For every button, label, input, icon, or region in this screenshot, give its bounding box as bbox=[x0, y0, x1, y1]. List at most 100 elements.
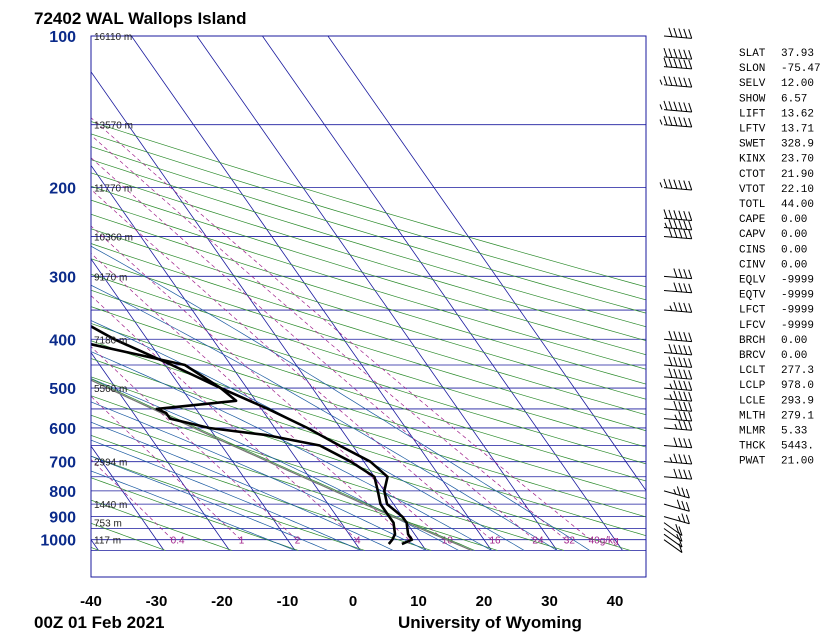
wind-barb-flag bbox=[676, 499, 681, 509]
index-value-lftv: 13.71 bbox=[781, 124, 814, 136]
wind-barb-flag bbox=[688, 220, 693, 231]
wind-barb bbox=[663, 420, 693, 431]
wind-barb-flag bbox=[688, 469, 693, 480]
index-label-lfct: LFCT bbox=[739, 305, 766, 317]
moist-adiabat-line bbox=[91, 401, 427, 551]
index-label-lclt: LCLT bbox=[739, 365, 766, 377]
wind-barb-flag bbox=[668, 219, 673, 229]
wind-barb-half-flag bbox=[659, 182, 663, 188]
wind-barb-staff bbox=[663, 275, 692, 280]
wind-barb-flag bbox=[678, 369, 683, 379]
wind-barb-flag bbox=[683, 369, 688, 379]
wind-barb-flag bbox=[668, 48, 673, 58]
wind-barb-staff bbox=[663, 109, 692, 113]
dry-adiabat-line bbox=[91, 121, 646, 288]
wind-barb-flag bbox=[668, 356, 673, 366]
wind-barb-half-flag bbox=[674, 414, 678, 420]
pressure-tick-label: 900 bbox=[49, 510, 76, 527]
wind-barb-flag bbox=[683, 59, 688, 69]
wind-barb-flag bbox=[683, 420, 688, 431]
wind-barb-flag bbox=[678, 219, 683, 230]
index-value-pwat: 21.00 bbox=[781, 456, 814, 468]
wind-barb-staff bbox=[663, 528, 683, 542]
wind-barb bbox=[663, 468, 693, 480]
wind-barb-flag bbox=[678, 344, 683, 355]
wind-barb-staff bbox=[663, 217, 692, 222]
index-value-kinx: 23.70 bbox=[781, 154, 814, 166]
wind-barb-flag bbox=[678, 437, 683, 448]
moist-adiabat-line bbox=[91, 470, 296, 551]
wind-barb-flag bbox=[668, 101, 673, 111]
wind-barb-flag bbox=[683, 411, 688, 421]
index-value-capv: 0.00 bbox=[781, 229, 807, 241]
dry-adiabat-line bbox=[91, 258, 646, 432]
height-label: 16110 m bbox=[94, 32, 132, 43]
dry-adiabat-line bbox=[91, 185, 646, 356]
wind-barb-flag bbox=[673, 368, 678, 379]
moist-adiabat-line bbox=[91, 320, 525, 551]
wind-barb-flag bbox=[663, 178, 668, 189]
wind-barb bbox=[659, 75, 693, 88]
wind-barb-flag bbox=[678, 101, 683, 112]
isotherm-line bbox=[91, 351, 230, 551]
index-label-swet: SWET bbox=[739, 139, 766, 151]
wind-barb-flag bbox=[673, 468, 678, 479]
wind-barb-flag bbox=[673, 331, 678, 341]
wind-barb bbox=[663, 57, 693, 70]
index-label-mlth: MLTH bbox=[739, 410, 765, 422]
index-label-lift: LIFT bbox=[739, 108, 766, 120]
wind-barb bbox=[663, 282, 693, 294]
index-label-cinv: CINV bbox=[739, 259, 766, 271]
isotherm-line bbox=[131, 36, 492, 551]
pressure-tick-label: 700 bbox=[49, 455, 76, 472]
wind-barb bbox=[663, 486, 690, 499]
index-value-ctot: 21.90 bbox=[781, 169, 814, 181]
wind-barb-flag bbox=[688, 283, 693, 293]
wind-barb-flag bbox=[678, 380, 683, 390]
height-label: 9170 m bbox=[94, 272, 127, 283]
index-label-cins: CINS bbox=[739, 244, 766, 256]
wind-barb bbox=[663, 539, 683, 553]
mixing-ratio-label: 16 bbox=[489, 536, 501, 547]
wind-barb-flag bbox=[683, 49, 688, 59]
pressure-tick-label: 500 bbox=[49, 381, 76, 398]
wind-barb-staff bbox=[663, 398, 692, 402]
wind-barb-flag bbox=[678, 454, 683, 464]
wind-barb-half-flag bbox=[676, 533, 680, 540]
height-label: 13570 m bbox=[94, 121, 133, 132]
wind-barb-half-flag bbox=[674, 423, 678, 430]
dry-adiabat-line bbox=[91, 499, 232, 551]
height-label: 753 m bbox=[94, 519, 122, 530]
temperature-tick-label: -10 bbox=[277, 593, 299, 610]
wind-barb-staff bbox=[663, 427, 692, 431]
wind-barb-flag bbox=[688, 421, 693, 431]
wind-barb-flag bbox=[673, 437, 678, 447]
dry-adiabat-line bbox=[91, 323, 646, 500]
height-label: 7180 m bbox=[94, 335, 127, 346]
mixing-ratio-line bbox=[91, 189, 492, 540]
wind-barb-flag bbox=[663, 115, 668, 126]
wind-barb-flag bbox=[683, 77, 688, 87]
wind-barb-flag bbox=[673, 48, 678, 59]
mixing-ratio-line bbox=[91, 459, 173, 540]
wind-barb-flag bbox=[673, 76, 678, 87]
dry-adiabat-line bbox=[91, 395, 565, 551]
wind-barb-flag bbox=[678, 117, 683, 127]
dry-adiabat-line bbox=[91, 477, 299, 551]
wind-barb-flag bbox=[683, 401, 688, 411]
wind-barb-flag bbox=[678, 28, 683, 38]
wind-barb-flag bbox=[683, 269, 688, 279]
mixing-ratio-line bbox=[91, 134, 567, 540]
mixing-ratio-label: 2 bbox=[295, 536, 301, 547]
wind-barb-flag bbox=[683, 345, 688, 355]
isotherm-line bbox=[0, 36, 33, 550]
index-value-lfcv: -9999 bbox=[781, 320, 814, 332]
index-value-vtot: 22.10 bbox=[781, 184, 814, 196]
temperature-tick-label: 10 bbox=[410, 593, 427, 610]
index-value-lift: 13.62 bbox=[781, 108, 814, 120]
wind-barb-flag bbox=[683, 302, 688, 313]
index-value-cinv: 0.00 bbox=[781, 259, 807, 271]
dry-adiabat-line bbox=[91, 340, 646, 518]
wind-barb-half-flag bbox=[659, 79, 663, 85]
mixing-ratio-label: 1 bbox=[239, 536, 245, 547]
